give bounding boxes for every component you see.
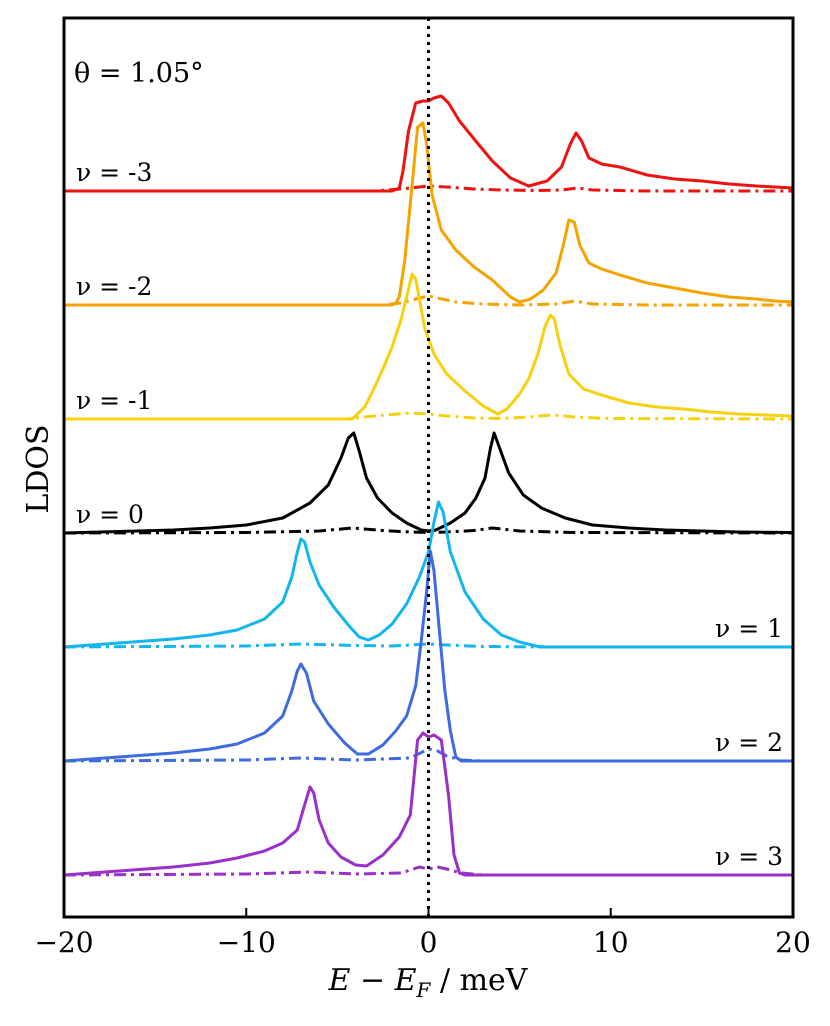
series-label: ν = -2 [76,272,152,301]
series-label: ν = -3 [76,158,152,187]
x-tick-label: 0 [420,926,438,959]
x-tick-label: 20 [775,926,811,959]
series-dashdot-line [63,526,794,535]
x-axis-label-subscript: F [416,978,432,1002]
series-label: ν = 0 [76,500,144,529]
series-labels: ν = -3 ν = -2 ν = -1 ν = 0 ν = 1 ν = 2 ν = 3 [76,158,783,871]
series-solid-line [63,500,793,649]
series-solid-line [64,121,794,307]
x-axis-ticks: −20 −10 0 10 20 [34,908,811,959]
series-label: ν = 1 [715,614,783,643]
series-solid-line [64,94,794,193]
series-solid-line [64,272,794,421]
series-dashdot-line [63,865,793,877]
series-dashdot-line [63,642,793,649]
x-tick-label: −20 [34,926,93,959]
series-label: ν = 3 [715,842,783,871]
x-axis-label: E − EF / meV [328,963,529,1002]
series-layer [63,94,794,877]
series-solid-line [63,549,793,763]
series-solid-line [63,731,793,877]
x-tick-label: −10 [217,926,276,959]
x-axis-label-main: E − E [328,963,417,998]
series-label: ν = 2 [715,728,783,757]
y-axis-label: LDOS [21,424,56,513]
x-axis-label-unit: / meV [430,963,528,998]
series-label: ν = -1 [76,386,152,415]
twist-angle-annotation: θ = 1.05° [74,58,204,89]
series-dashdot-line [64,294,793,307]
x-tick-label: 10 [593,926,629,959]
series-dashdot-line [64,184,793,193]
series-dashdot-line [64,411,794,421]
